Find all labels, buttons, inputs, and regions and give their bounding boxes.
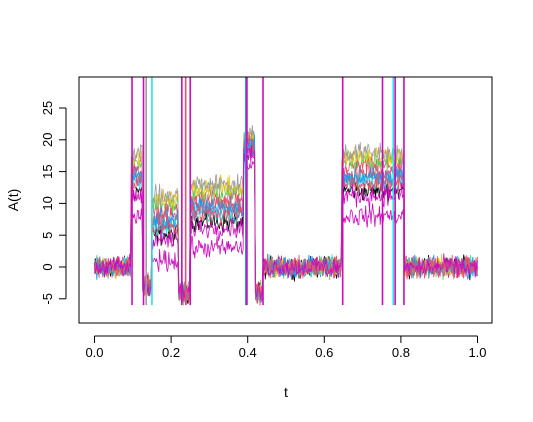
y-axis: -5 0 5 10 15 20 25 — [40, 101, 67, 305]
y-tick-label-2: 0 — [40, 263, 55, 270]
plot-frame — [78, 76, 493, 324]
y-tick-label-6: 20 — [40, 133, 55, 147]
x-axis: 0.0 0.2 0.4 0.6 0.8 1.0 — [85, 335, 487, 360]
x-tick-label-1: 0.0 — [85, 345, 103, 360]
x-tick-label-4: 0.6 — [315, 345, 333, 360]
y-axis-title: A(t) — [5, 189, 21, 212]
series-layer — [94, 77, 478, 306]
x-axis-title: t — [284, 384, 288, 400]
y-tick-label-1: -5 — [40, 293, 55, 305]
x-tick-label-5: 0.8 — [392, 345, 410, 360]
series-line-12 — [94, 145, 478, 301]
x-tick-label-3: 0.4 — [239, 345, 257, 360]
x-tick-label-2: 0.2 — [162, 345, 180, 360]
y-tick-label-5: 15 — [40, 164, 55, 178]
y-tick-label-7: 25 — [40, 101, 55, 115]
x-tick-label-6: 1.0 — [468, 345, 486, 360]
series-line-11 — [94, 142, 478, 306]
y-tick-label-3: 5 — [40, 232, 55, 239]
y-tick-label-4: 10 — [40, 196, 55, 210]
